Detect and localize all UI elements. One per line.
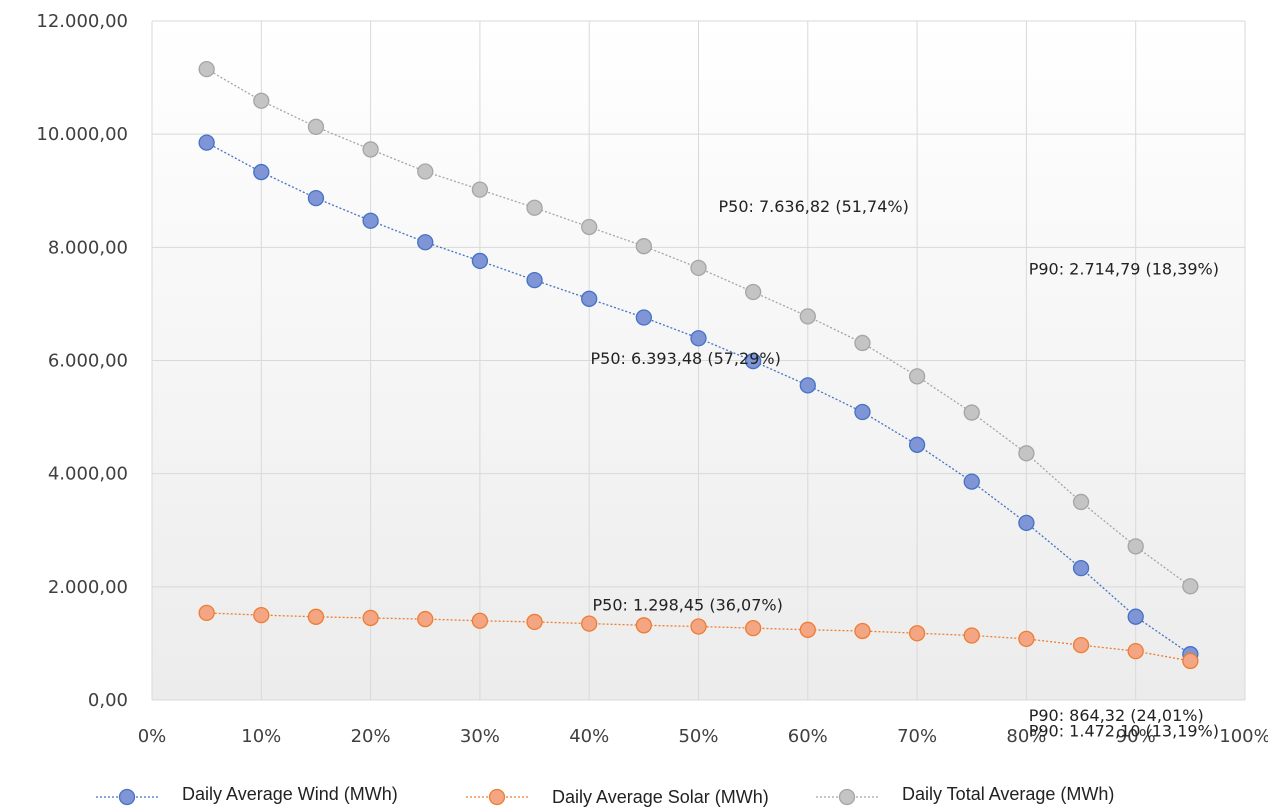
data-point <box>635 238 652 255</box>
data-point <box>690 259 707 277</box>
legend-label: Daily Average Solar (MWh) <box>552 787 769 807</box>
data-point <box>471 252 489 270</box>
data-point <box>526 199 543 216</box>
x-tick-label: 50% <box>678 726 718 747</box>
annotations: P50: 7.636,82 (51,74%) P50: 6.393,48 (57,… <box>591 197 1220 741</box>
legend-marker <box>488 788 506 806</box>
x-tick-label: 70% <box>897 726 937 747</box>
data-point <box>908 436 926 453</box>
data-point <box>799 308 816 325</box>
data-point <box>253 606 270 624</box>
data-point <box>963 404 980 421</box>
x-tick-label: 10% <box>241 726 281 747</box>
legend-item-1: Daily Average Wind (MWh) <box>96 784 398 806</box>
legend-label: Daily Average Wind (MWh) <box>182 784 398 804</box>
data-point <box>307 189 325 207</box>
y-tick-label: 6.000,00 <box>48 351 128 372</box>
series-lines <box>198 60 1199 670</box>
y-tick-label: 12.000,00 <box>36 11 128 32</box>
y-tick-label: 10.000,00 <box>36 124 128 145</box>
x-tick-label: 60% <box>788 726 828 747</box>
x-tick-label: 30% <box>460 726 500 747</box>
data-point <box>581 615 598 632</box>
data-point <box>1127 642 1144 660</box>
legend-item-2: Daily Average Solar (MWh) <box>466 787 769 807</box>
data-label: P90: 1.472,10 (13,19%) <box>1029 722 1219 741</box>
data-point <box>471 181 489 198</box>
data-point <box>362 609 379 627</box>
data-point <box>799 377 816 394</box>
legend-marker <box>118 788 136 806</box>
data-point <box>362 141 379 158</box>
data-point <box>745 619 762 637</box>
y-tick-label: 0,00 <box>88 690 128 711</box>
y-tick-label: 8.000,00 <box>48 237 128 258</box>
data-point <box>1127 538 1144 555</box>
data-point <box>198 60 215 78</box>
data-point <box>1182 652 1199 670</box>
data-point <box>745 352 762 370</box>
data-point <box>1072 493 1090 511</box>
data-point <box>471 612 489 629</box>
data-label: P50: 7.636,82 (51,74%) <box>719 197 909 216</box>
x-tick-label: 40% <box>569 726 609 747</box>
data-point <box>854 403 871 421</box>
data-point <box>526 613 543 631</box>
data-point <box>745 283 762 301</box>
data-label: P90: 2.714,79 (18,39%) <box>1029 259 1219 278</box>
data-point <box>635 617 652 634</box>
data-point <box>690 330 707 347</box>
data-point <box>581 218 598 236</box>
grid <box>151 20 1246 701</box>
data-label: P50: 6.393,48 (57,29%) <box>591 349 781 368</box>
data-point <box>253 92 270 109</box>
series-3 <box>198 60 1199 595</box>
data-point <box>581 290 598 307</box>
x-tick-label: 80% <box>1006 726 1046 747</box>
data-point <box>198 604 215 622</box>
y-tick-label: 2.000,00 <box>48 577 128 598</box>
data-point <box>198 134 215 151</box>
x-tick-label: 20% <box>351 726 391 747</box>
data-point <box>1018 445 1035 462</box>
data-point <box>307 608 325 625</box>
data-point <box>1127 608 1144 625</box>
data-point <box>854 334 871 352</box>
x-tick-label: 0% <box>138 726 167 747</box>
legend-item-3: Daily Total Average (MWh) <box>816 784 1114 806</box>
data-point <box>1018 630 1035 648</box>
data-point <box>417 234 434 251</box>
data-point <box>307 118 325 135</box>
data-point <box>854 622 871 640</box>
data-label: P50: 1.298,45 (36,07%) <box>593 596 783 615</box>
data-point <box>908 368 926 385</box>
data-point <box>1072 560 1090 577</box>
series-1 <box>198 134 1199 663</box>
y-tick-label: 4.000,00 <box>48 464 128 485</box>
axis-ticks: 0% 10% 20% 30% 40% 50% 60% 70% 80% 90% 100% 0,00 2.0… <box>36 11 1268 747</box>
x-tick-label: 90% <box>1116 726 1156 747</box>
legend-label: Daily Total Average (MWh) <box>902 784 1114 804</box>
data-point <box>635 309 652 326</box>
data-point <box>1072 636 1090 654</box>
data-point <box>1182 578 1199 595</box>
legend-marker <box>838 788 856 806</box>
data-label: P90: 864,32 (24,01%) <box>1029 706 1204 725</box>
data-point <box>417 163 434 180</box>
data-point <box>253 163 270 181</box>
data-point <box>1018 514 1035 532</box>
series-2 <box>198 604 1199 670</box>
data-point <box>908 625 926 642</box>
data-point <box>417 610 434 628</box>
data-point <box>526 272 543 289</box>
data-point <box>362 212 379 229</box>
legend: Daily Average Wind (MWh) Daily Average So… <box>96 784 1114 807</box>
data-point <box>963 627 980 644</box>
data-point <box>690 618 707 635</box>
x-tick-label: 100% <box>1219 726 1268 747</box>
data-point <box>963 473 980 490</box>
data-point <box>799 621 816 638</box>
